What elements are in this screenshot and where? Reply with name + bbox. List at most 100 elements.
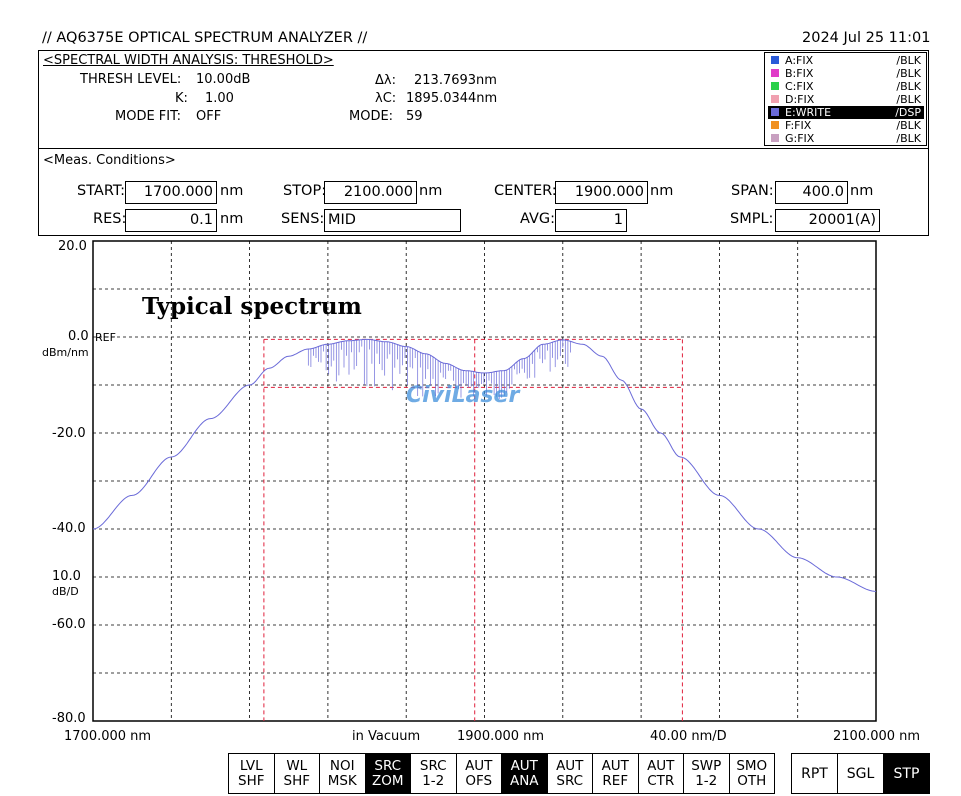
softkey-button[interactable]: SMO OTH: [728, 753, 775, 794]
softkey-button[interactable]: LVL SHF: [228, 753, 275, 794]
trace-row[interactable]: E:WRITE/DSP: [768, 106, 924, 119]
delta-lambda-label: Δλ:: [375, 73, 396, 88]
softkey-line2: OTH: [737, 773, 767, 789]
trace-state: /BLK: [896, 80, 921, 93]
sweep-sgl-button[interactable]: SGL: [837, 753, 884, 794]
trace-state: /BLK: [896, 132, 921, 145]
k-label: K:: [175, 91, 188, 106]
softkey-line2: 1-2: [422, 773, 445, 789]
avg-label: AVG:: [520, 211, 556, 227]
softkey-line2: SHF: [238, 773, 265, 789]
start-label: START:: [77, 183, 126, 199]
y-label-m40: -40.0: [52, 521, 86, 536]
start-field[interactable]: 1700.000: [125, 181, 217, 204]
res-field[interactable]: 0.1: [125, 209, 217, 232]
trace-state: /BLK: [896, 67, 921, 80]
softkey-line1: AUT: [556, 758, 584, 774]
trace-row[interactable]: F:FIX/BLK: [768, 119, 924, 132]
softkey-line1: AUT: [647, 758, 675, 774]
softkey-button[interactable]: AUT OFS: [455, 753, 502, 794]
mode-value: 59: [406, 109, 423, 124]
delta-lambda-value: 213.7693nm: [414, 73, 497, 88]
trace-row[interactable]: C:FIX/BLK: [768, 80, 924, 93]
softkey-button[interactable]: NOI MSK: [319, 753, 366, 794]
smpl-field[interactable]: 20001(A): [775, 209, 880, 232]
center-unit: nm: [650, 183, 674, 199]
softkey-line2: SHF: [283, 773, 311, 789]
softkey-line2: ANA: [509, 773, 539, 789]
sens-label: SENS:: [281, 211, 325, 227]
softkey-button[interactable]: AUT REF: [592, 753, 639, 794]
softkey-line1: SMO: [736, 758, 768, 774]
lambda-center-value: 1895.0344nm: [406, 91, 498, 106]
scale-value: 10.0: [52, 569, 81, 584]
sens-field[interactable]: MID: [324, 209, 461, 232]
softkey-line2: ZOM: [371, 773, 404, 789]
trace-color-swatch: [771, 95, 779, 103]
trace-name: A:FIX: [785, 54, 814, 67]
softkey-line2: OFS: [465, 773, 493, 789]
plot-grid: [93, 241, 876, 721]
trace-name: E:WRITE: [785, 106, 832, 119]
y-label-top: 20.0: [58, 239, 87, 254]
softkey-line1: AUT: [465, 758, 493, 774]
softkey-button[interactable]: AUT ANA: [501, 753, 548, 794]
trace-color-swatch: [771, 82, 779, 90]
trace-color-swatch: [771, 121, 779, 129]
sweep-stp-button[interactable]: STP: [883, 753, 930, 794]
date-time: 2024 Jul 25 11:01: [802, 30, 931, 46]
softkey-line2: 1-2: [695, 773, 718, 789]
analysis-title: <SPECTRAL WIDTH ANALYSIS: THRESHOLD>: [43, 53, 334, 68]
softkey-line1: AUT: [601, 758, 629, 774]
span-unit: nm: [850, 183, 874, 199]
span-label: SPAN:: [731, 183, 774, 199]
trace-state: /DSP: [895, 106, 921, 119]
softkey-line1: SWP: [691, 758, 722, 774]
softkey-button[interactable]: SRC ZOM: [364, 753, 411, 794]
stop-field[interactable]: 2100.000: [324, 181, 417, 204]
x-label-center: 1900.000 nm: [457, 729, 545, 744]
span-field[interactable]: 400.0: [775, 181, 848, 204]
softkey-button[interactable]: SWP 1-2: [683, 753, 730, 794]
conditions-panel: [38, 148, 929, 236]
thresh-label: THRESH LEVEL:: [80, 72, 182, 87]
x-label-start: 1700.000 nm: [64, 729, 152, 744]
softkey-line1: NOI: [329, 758, 355, 774]
softkey-line2: REF: [602, 773, 629, 789]
trace-name: F:FIX: [785, 119, 812, 132]
softkey-button[interactable]: AUT CTR: [637, 753, 684, 794]
sweep-rpt-button[interactable]: RPT: [791, 753, 838, 794]
mode-label: MODE:: [349, 109, 394, 124]
trace-row[interactable]: G:FIX/BLK: [768, 132, 924, 145]
modefit-value: OFF: [196, 109, 222, 124]
softkey-button[interactable]: WL SHF: [273, 753, 320, 794]
softkey-button[interactable]: SRC 1-2: [410, 753, 457, 794]
trace-row[interactable]: A:FIX/BLK: [768, 54, 924, 67]
k-value: 1.00: [205, 91, 234, 106]
avg-field[interactable]: 1: [555, 209, 627, 232]
thresh-value: 10.00dB: [196, 72, 251, 87]
trace-color-swatch: [771, 108, 779, 116]
lambda-center-label: λC:: [375, 91, 397, 106]
x-per-div: 40.00 nm/D: [650, 729, 727, 744]
trace-state: /BLK: [896, 119, 921, 132]
conditions-title: <Meas. Conditions>: [43, 153, 176, 168]
softkey-line1: LVL: [239, 758, 263, 774]
softkey-line1: AUT: [510, 758, 538, 774]
trace-state: /BLK: [896, 54, 921, 67]
app-title: // AQ6375E OPTICAL SPECTRUM ANALYZER //: [42, 30, 368, 46]
y-label-m60: -60.0: [52, 617, 86, 632]
softkey-line2: SRC: [556, 773, 584, 789]
spectrum-trace: [92, 338, 877, 592]
softkey-button[interactable]: AUT SRC: [546, 753, 593, 794]
trace-row[interactable]: B:FIX/BLK: [768, 67, 924, 80]
softkey-line2: CTR: [647, 773, 675, 789]
trace-color-swatch: [771, 69, 779, 77]
center-field[interactable]: 1900.000: [555, 181, 648, 204]
y-label-m20: -20.0: [52, 426, 86, 441]
trace-row[interactable]: D:FIX/BLK: [768, 93, 924, 106]
softkey-line1: WL: [286, 758, 308, 774]
center-label: CENTER:: [494, 183, 557, 199]
scale-unit: dB/D: [52, 585, 79, 598]
